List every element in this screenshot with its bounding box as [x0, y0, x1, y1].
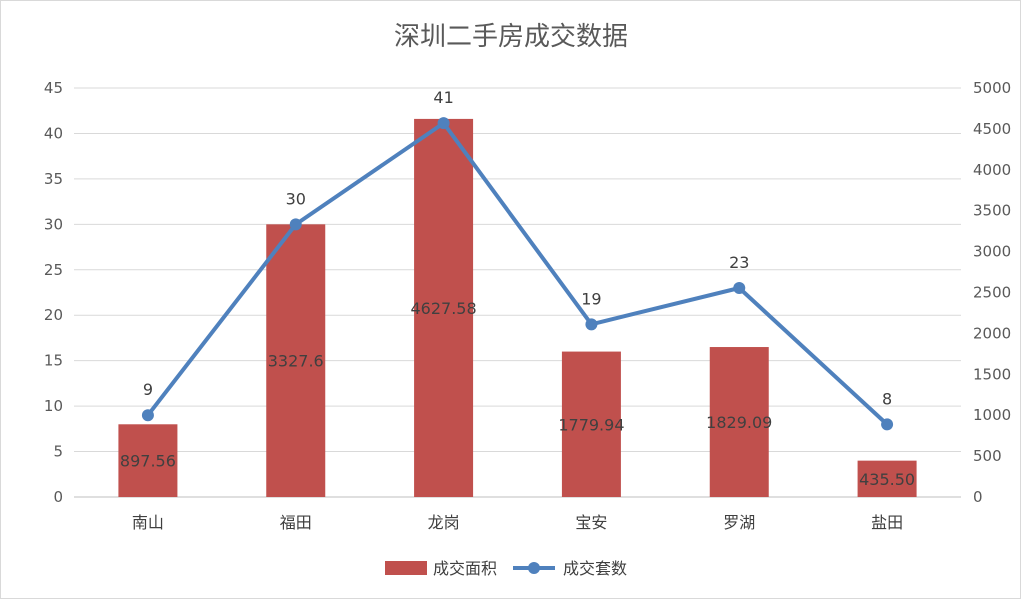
right-tick-label: 1000: [973, 406, 1011, 424]
right-tick-label: 2000: [973, 324, 1011, 342]
left-tick-label: 40: [44, 124, 63, 142]
legend: 成交面积 成交套数: [385, 559, 627, 578]
category-axis-labels: 南山 福田 龙岗 宝安 罗湖 盐田: [132, 513, 903, 532]
line-data-label: 19: [581, 289, 601, 308]
line-data-label: 30: [286, 189, 306, 208]
right-tick-label: 1500: [973, 365, 1011, 383]
line-data-labels: 9 30 41 19 23 8: [143, 88, 892, 408]
left-tick-label: 35: [44, 170, 63, 188]
left-tick-label: 15: [44, 352, 63, 370]
bar: [414, 118, 474, 497]
series-line: [146, 121, 889, 426]
right-tick-label: 4000: [973, 161, 1011, 179]
bar: [266, 224, 326, 498]
left-tick-label: 10: [44, 397, 63, 415]
line-data-label: 41: [433, 88, 453, 107]
left-axis-ticks: 0 5 10 15 20 25 30 35 40 45: [44, 79, 63, 506]
left-tick-label: 5: [53, 443, 63, 461]
line-data-label: 23: [729, 253, 749, 272]
bar-data-label: 435.50: [859, 470, 915, 489]
category-label: 南山: [132, 513, 164, 532]
line-point: [437, 117, 450, 130]
category-label: 福田: [280, 513, 312, 532]
right-tick-label: 500: [973, 447, 1002, 465]
bar-data-label: 4627.58: [410, 299, 476, 318]
bar: [709, 347, 769, 497]
line-point: [585, 318, 598, 331]
line-point: [881, 418, 894, 431]
line-data-label: 9: [143, 380, 153, 399]
left-tick-label: 30: [44, 215, 63, 233]
left-tick-label: 0: [53, 488, 63, 506]
right-tick-label: 5000: [973, 79, 1011, 97]
left-tick-label: 45: [44, 79, 63, 97]
bar-data-labels: 897.56 3327.6 4627.58 1779.94 1829.09 435.50: [120, 299, 915, 489]
chart-title: 深圳二手房成交数据: [394, 22, 628, 52]
line-series: [141, 117, 894, 431]
bar: [857, 460, 917, 497]
line-point: [289, 218, 302, 231]
right-tick-label: 2500: [973, 284, 1011, 302]
bar-series: [118, 118, 917, 498]
legend-swatch-marker: [528, 562, 540, 574]
category-label: 龙岗: [428, 513, 460, 532]
line-point: [141, 409, 154, 422]
bar: [118, 424, 178, 497]
category-label: 盐田: [871, 513, 903, 532]
legend-label-line: 成交套数: [563, 559, 627, 578]
right-tick-label: 4500: [973, 120, 1011, 138]
legend-label-bar: 成交面积: [433, 559, 497, 578]
bar-data-label: 1829.09: [706, 413, 772, 432]
left-tick-label: 25: [44, 261, 63, 279]
bar-data-label: 1779.94: [558, 415, 624, 434]
bar: [561, 351, 621, 497]
category-label: 罗湖: [723, 513, 755, 532]
right-tick-label: 3000: [973, 243, 1011, 261]
line-data-label: 8: [882, 389, 892, 408]
bar-data-label: 3327.6: [268, 352, 324, 371]
bar-data-label: 897.56: [120, 452, 176, 471]
line-point: [733, 282, 746, 295]
right-tick-label: 3500: [973, 202, 1011, 220]
category-label: 宝安: [575, 513, 607, 532]
left-tick-label: 20: [44, 306, 63, 324]
right-axis-ticks: 0 500 1000 1500 2000 2500 3000 3500 4000 4500 5000: [973, 79, 1011, 506]
gridlines: [74, 87, 961, 498]
right-tick-label: 0: [973, 488, 983, 506]
legend-swatch-bar: [385, 561, 427, 575]
